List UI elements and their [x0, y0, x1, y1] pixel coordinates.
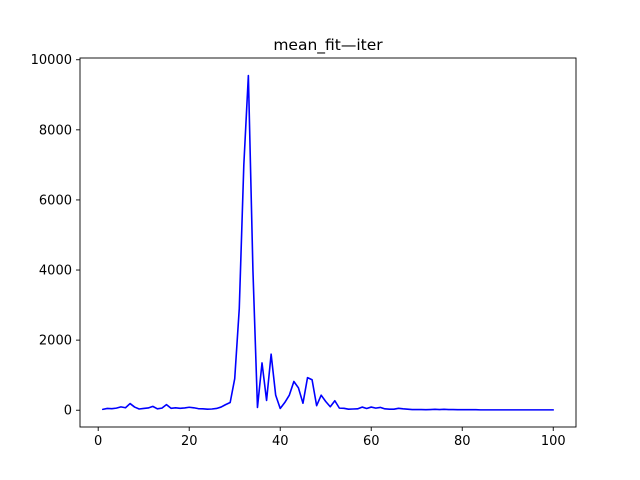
y-tick-label: 8000: [39, 123, 72, 138]
x-tick-label: 100: [541, 434, 566, 449]
x-tick-label: 60: [363, 434, 380, 449]
x-tick-label: 80: [454, 434, 471, 449]
series-line-0: [101, 74, 555, 411]
y-tick-label: 4000: [39, 264, 72, 279]
x-tick-label: 40: [272, 434, 289, 449]
y-tick-label: 0: [64, 404, 72, 419]
axes-frame: [79, 57, 577, 428]
chart-title: mean_fit—iter: [273, 36, 383, 55]
plot-area: 0 20 40 60 80 100 0 2000 4000 6000 8000 10000: [31, 53, 577, 449]
y-tick-label: 6000: [39, 193, 72, 208]
y-tick-label: 2000: [39, 334, 72, 349]
y-tick-label: 10000: [31, 53, 72, 68]
x-tick-label: 20: [181, 434, 198, 449]
x-tick-label: 0: [94, 434, 102, 449]
